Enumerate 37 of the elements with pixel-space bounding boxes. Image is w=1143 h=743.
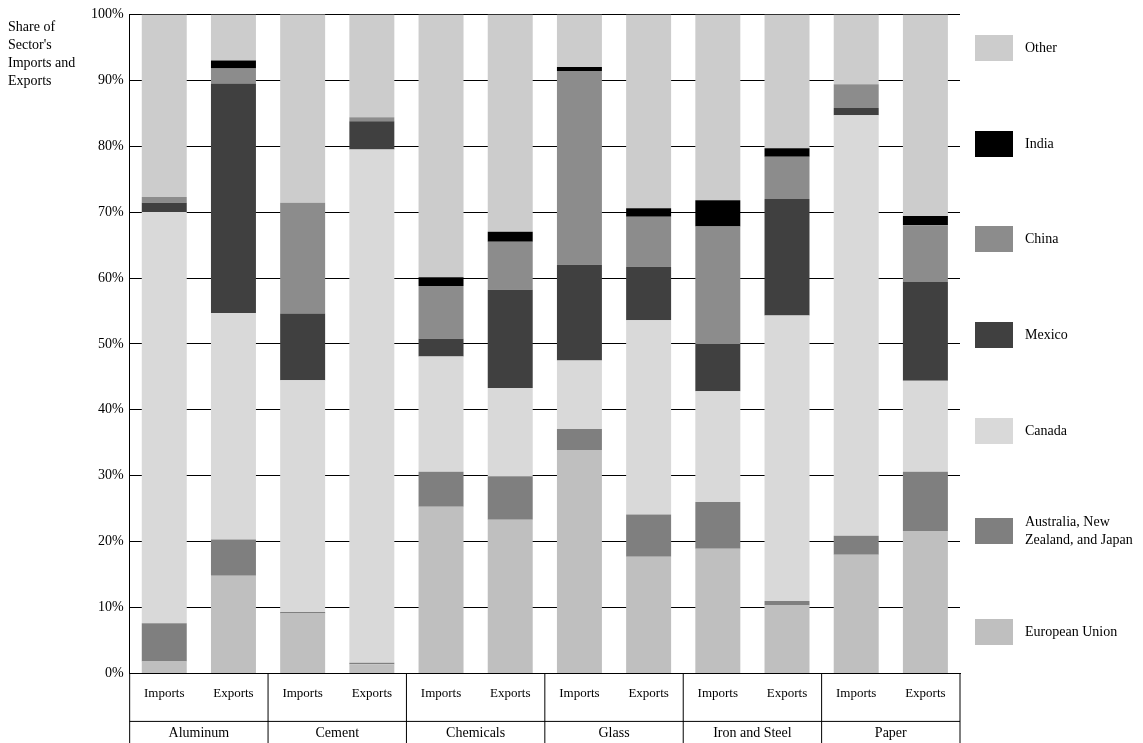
x-tick-label: Exports bbox=[766, 684, 808, 700]
x-tick-label: Imports bbox=[282, 684, 323, 700]
x-tick-label: Exports bbox=[351, 684, 393, 700]
y-tick-label: 30% bbox=[97, 467, 124, 483]
y-tick-label: 20% bbox=[97, 533, 124, 549]
y-tick-label: 10% bbox=[97, 599, 124, 615]
legend-label: India bbox=[1025, 134, 1054, 153]
x-tick-label: Imports bbox=[420, 684, 462, 700]
legend-label: Other bbox=[1025, 38, 1057, 57]
y-tick-label: 90% bbox=[97, 71, 124, 87]
x-tick-label: Exports bbox=[213, 684, 254, 700]
text: Glass bbox=[598, 725, 630, 741]
legend-label: China bbox=[1025, 230, 1059, 249]
y-tick-label: 0% bbox=[104, 665, 124, 681]
legend-label: Australia, New Zealand, and Japan bbox=[1025, 513, 1134, 550]
y-tick-label: 70% bbox=[97, 203, 124, 219]
y-tick-label: 80% bbox=[97, 137, 124, 153]
y-tick-label: 40% bbox=[97, 401, 124, 417]
legend-label: Mexico bbox=[1025, 325, 1068, 344]
x-tick-label: Imports bbox=[697, 684, 739, 700]
x-tick-label: Imports bbox=[144, 684, 185, 700]
text: Chemicals bbox=[446, 725, 506, 741]
legend-label: European Union bbox=[1025, 623, 1118, 642]
x-tick-label: Exports bbox=[490, 684, 531, 700]
x-tick-label: Exports bbox=[628, 684, 669, 700]
y-axis-title: Share of Sector's Imports and Exports bbox=[8, 18, 77, 90]
y-tick-label: 100% bbox=[90, 6, 124, 22]
text: Iron and Steel bbox=[713, 725, 792, 741]
text: Aluminum bbox=[168, 725, 230, 741]
x-tick-label: Imports bbox=[559, 684, 600, 700]
text: Paper bbox=[874, 725, 908, 741]
x-tick-label: Exports bbox=[905, 684, 946, 700]
y-tick-label: 60% bbox=[97, 269, 124, 285]
y-tick-label: 50% bbox=[97, 335, 124, 351]
legend-label: Canada bbox=[1025, 421, 1067, 440]
x-tick-label: Imports bbox=[835, 684, 877, 700]
text: Cement bbox=[315, 725, 360, 741]
